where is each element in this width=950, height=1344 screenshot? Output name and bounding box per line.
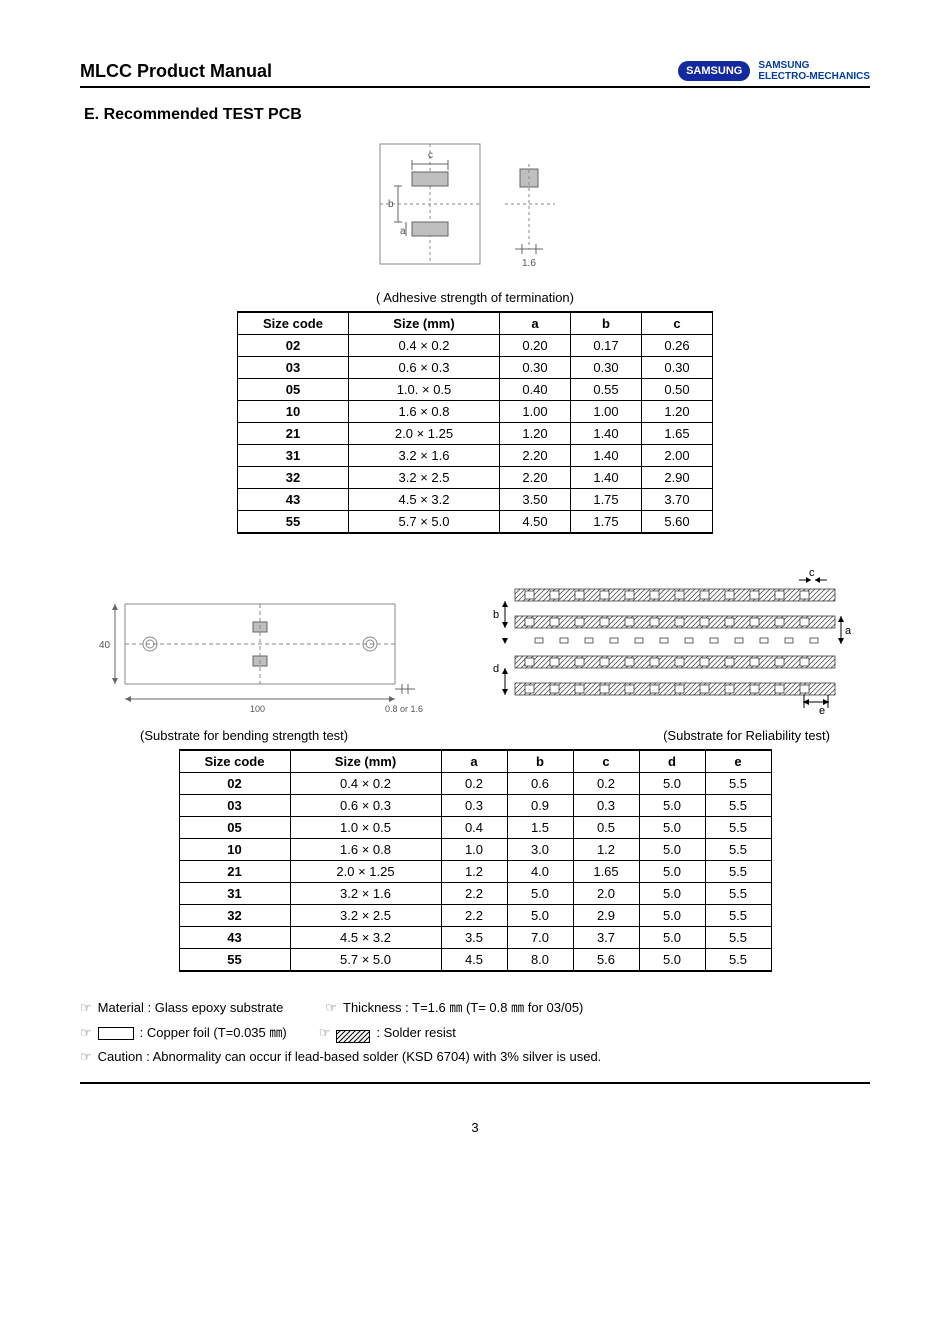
adhesive-diagram: c b a 1.6: [370, 134, 580, 284]
svg-text:a: a: [845, 625, 852, 637]
reliability-substrate-diagram: c: [455, 564, 855, 724]
svg-text:c: c: [809, 567, 815, 579]
svg-text:0.8 or 1.6: 0.8 or 1.6: [385, 704, 423, 714]
brand-line2: ELECTRO-MECHANICS: [758, 71, 870, 82]
brand-text: SAMSUNG ELECTRO-MECHANICS: [758, 60, 870, 82]
label-c: c: [428, 150, 433, 161]
reliability-table: Size code Size (mm) a b c d e 020.4 × 0.…: [179, 749, 772, 972]
adhesive-table: Size code Size (mm) a b c 020.4 × 0.20.2…: [237, 311, 713, 534]
caption-bend: (Substrate for bending strength test): [140, 728, 348, 743]
t1-h1: Size (mm): [349, 312, 500, 335]
svg-text:100: 100: [250, 704, 265, 714]
brand-badge: SAMSUNG: [678, 61, 750, 81]
pointer-icon: ☞: [80, 1045, 92, 1070]
svg-text:40: 40: [99, 640, 111, 651]
pointer-icon: ☞: [325, 996, 337, 1021]
label-thickness-16: 1.6: [522, 258, 536, 269]
note-caution: Caution : Abnormality can occur if lead-…: [98, 1045, 602, 1070]
t1-h4: c: [642, 312, 713, 335]
bending-substrate-diagram: 40 100 0.8 or 1.6: [95, 574, 425, 724]
brand-line1: SAMSUNG: [758, 60, 809, 71]
t1-h2: a: [500, 312, 571, 335]
doc-title: MLCC Product Manual: [80, 61, 272, 82]
label-b: b: [388, 199, 394, 210]
t1-h3: b: [571, 312, 642, 335]
note-solder: : Solder resist: [376, 1021, 455, 1046]
svg-text:e: e: [819, 705, 825, 717]
copper-foil-icon: [98, 1027, 134, 1040]
label-a: a: [400, 226, 406, 237]
note-thickness: Thickness : T=1.6 ㎜ (T= 0.8 ㎜ for 03/05): [343, 996, 583, 1021]
pointer-icon: ☞: [80, 1021, 92, 1046]
pointer-icon: ☞: [80, 996, 92, 1021]
brand-block: SAMSUNG SAMSUNG ELECTRO-MECHANICS: [678, 60, 870, 82]
pointer-icon: ☞: [319, 1021, 331, 1046]
t1-h0: Size code: [238, 312, 349, 335]
svg-text:b: b: [493, 609, 499, 621]
note-material: Material : Glass epoxy substrate: [98, 996, 284, 1021]
notes-block: ☞ Material : Glass epoxy substrate ☞ Thi…: [80, 996, 870, 1070]
section-title: E. Recommended TEST PCB: [84, 106, 870, 124]
svg-text:d: d: [493, 663, 499, 675]
caption-rel: (Substrate for Reliability test): [663, 728, 830, 743]
page-number: 3: [80, 1120, 870, 1135]
solder-resist-icon: [336, 1027, 370, 1040]
table1-caption: ( Adhesive strength of termination): [80, 290, 870, 305]
note-copper: : Copper foil (T=0.035 ㎜): [140, 1021, 287, 1046]
